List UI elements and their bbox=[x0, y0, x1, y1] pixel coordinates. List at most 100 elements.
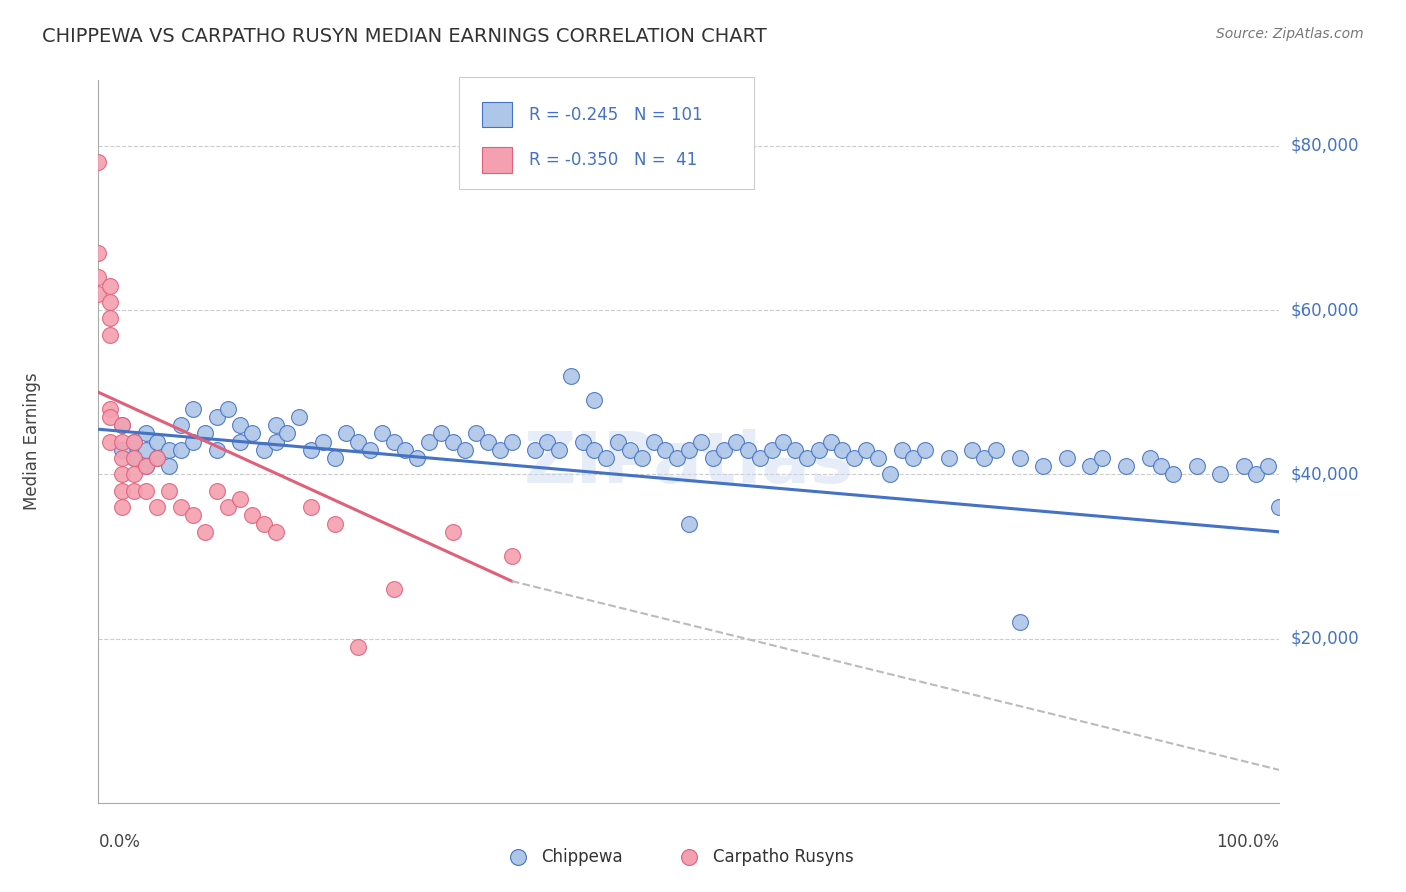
Point bbox=[761, 442, 783, 457]
Point bbox=[973, 450, 995, 465]
Point bbox=[122, 483, 145, 498]
Point bbox=[371, 426, 394, 441]
Point bbox=[630, 450, 652, 465]
Point bbox=[135, 483, 157, 498]
Point bbox=[135, 459, 157, 474]
Point bbox=[501, 434, 523, 449]
Point bbox=[87, 286, 110, 301]
Text: Median Earnings: Median Earnings bbox=[22, 373, 41, 510]
Point bbox=[571, 434, 593, 449]
Point bbox=[725, 434, 748, 449]
FancyBboxPatch shape bbox=[458, 77, 754, 189]
Point bbox=[903, 450, 925, 465]
Point bbox=[1008, 615, 1031, 630]
Point bbox=[276, 426, 298, 441]
Point bbox=[335, 426, 357, 441]
Point bbox=[1209, 467, 1232, 482]
Point bbox=[678, 516, 700, 531]
Text: Carpatho Rusyns: Carpatho Rusyns bbox=[713, 848, 853, 866]
Point bbox=[157, 459, 180, 474]
Point bbox=[157, 483, 180, 498]
Point bbox=[1185, 459, 1208, 474]
Point bbox=[1257, 459, 1279, 474]
Point bbox=[98, 409, 121, 424]
Point bbox=[240, 426, 263, 441]
Point bbox=[122, 434, 145, 449]
Point bbox=[217, 500, 239, 515]
Point bbox=[299, 442, 322, 457]
Point bbox=[240, 508, 263, 523]
Point bbox=[820, 434, 842, 449]
Point bbox=[181, 401, 204, 416]
Point bbox=[1268, 500, 1291, 515]
Point bbox=[87, 270, 110, 285]
Point bbox=[323, 516, 346, 531]
Point bbox=[98, 278, 121, 293]
Point bbox=[548, 442, 571, 457]
Point bbox=[678, 442, 700, 457]
Point bbox=[785, 442, 807, 457]
Point bbox=[737, 442, 759, 457]
Point bbox=[146, 500, 169, 515]
Point bbox=[465, 426, 488, 441]
Point bbox=[170, 418, 193, 433]
Point bbox=[807, 442, 830, 457]
Text: CHIPPEWA VS CARPATHO RUSYN MEDIAN EARNINGS CORRELATION CHART: CHIPPEWA VS CARPATHO RUSYN MEDIAN EARNIN… bbox=[42, 27, 766, 45]
Point bbox=[938, 450, 960, 465]
Point bbox=[181, 508, 204, 523]
Text: R = -0.245   N = 101: R = -0.245 N = 101 bbox=[530, 106, 703, 124]
Point bbox=[111, 434, 134, 449]
Point bbox=[583, 442, 606, 457]
Point bbox=[135, 442, 157, 457]
Bar bbox=[482, 102, 512, 128]
Point bbox=[1032, 459, 1054, 474]
Point bbox=[323, 450, 346, 465]
Point bbox=[654, 442, 676, 457]
Point bbox=[583, 393, 606, 408]
Point bbox=[1008, 450, 1031, 465]
Point bbox=[194, 524, 217, 539]
Text: $40,000: $40,000 bbox=[1291, 466, 1360, 483]
Point bbox=[441, 524, 464, 539]
Point bbox=[406, 450, 429, 465]
Point bbox=[253, 516, 276, 531]
Point bbox=[98, 327, 121, 342]
Point bbox=[98, 311, 121, 326]
Text: 0.0%: 0.0% bbox=[98, 833, 141, 851]
Point bbox=[477, 434, 499, 449]
Point bbox=[299, 500, 322, 515]
Point bbox=[489, 442, 512, 457]
Text: 100.0%: 100.0% bbox=[1216, 833, 1279, 851]
Point bbox=[1233, 459, 1256, 474]
Text: Chippewa: Chippewa bbox=[541, 848, 623, 866]
Point bbox=[170, 442, 193, 457]
Point bbox=[501, 549, 523, 564]
Point bbox=[506, 796, 529, 810]
Point bbox=[1115, 459, 1137, 474]
Point bbox=[1150, 459, 1173, 474]
Point bbox=[914, 442, 936, 457]
Point bbox=[619, 442, 641, 457]
Point bbox=[157, 442, 180, 457]
Point bbox=[111, 418, 134, 433]
Point bbox=[831, 442, 853, 457]
Point bbox=[194, 426, 217, 441]
Point bbox=[122, 434, 145, 449]
Point bbox=[146, 450, 169, 465]
Point bbox=[98, 434, 121, 449]
Point bbox=[87, 245, 110, 260]
Point bbox=[347, 434, 370, 449]
Point bbox=[713, 442, 735, 457]
Point bbox=[205, 483, 228, 498]
Point bbox=[1139, 450, 1161, 465]
Point bbox=[607, 434, 630, 449]
Point bbox=[181, 434, 204, 449]
Text: R = -0.350   N =  41: R = -0.350 N = 41 bbox=[530, 152, 697, 169]
Point bbox=[98, 401, 121, 416]
Point bbox=[1080, 459, 1102, 474]
Point bbox=[560, 368, 582, 383]
Point bbox=[264, 418, 287, 433]
Point bbox=[702, 450, 724, 465]
Point bbox=[855, 442, 877, 457]
Point bbox=[453, 442, 475, 457]
